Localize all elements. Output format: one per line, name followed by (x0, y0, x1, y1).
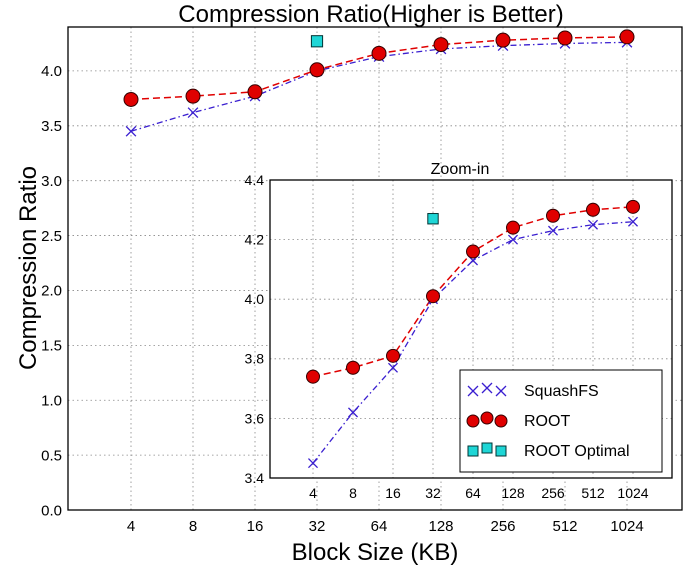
squashfs-marker (627, 216, 639, 227)
inset-title: Zoom-in (431, 161, 490, 178)
inset-x-tick-label: 8 (349, 485, 357, 501)
root-marker (619, 29, 635, 45)
legend-root-optimal-marker (495, 445, 507, 457)
legend-label: SquashFS (524, 383, 599, 400)
main-y-tick-label: 3.0 (41, 173, 62, 190)
main-y-tick-label: 0.0 (41, 502, 62, 519)
inset-x-tick-label: 16 (385, 485, 401, 501)
legend-root-marker (480, 411, 494, 425)
main-y-tick-label: 0.5 (41, 447, 62, 464)
inset-x-tick-label: 1024 (617, 485, 648, 501)
main-axes-frame (67, 26, 683, 511)
root-marker (546, 208, 560, 223)
main-x-tick-label: 4 (127, 518, 135, 535)
inset-x-tick-label: 4 (309, 485, 317, 501)
legend-root-marker (466, 414, 480, 428)
root-marker (386, 348, 400, 363)
main-x-tick-label: 1024 (610, 518, 643, 535)
inset-y-tick-label: 4.0 (245, 291, 265, 307)
squashfs-marker (547, 225, 559, 236)
inset-x-tick-label: 128 (501, 485, 525, 501)
inset-y-tick-label: 4.2 (245, 232, 265, 248)
main-x-tick-label: 256 (490, 518, 515, 535)
inset-y-tick-label: 3.6 (245, 410, 265, 426)
inset-y-tick-label: 4.4 (245, 172, 265, 188)
main-x-tick-label: 512 (552, 518, 577, 535)
main-y-tick-label: 4.0 (41, 63, 62, 80)
legend-label: ROOT Optimal (524, 443, 630, 460)
inset-axes-frame (269, 179, 673, 479)
legend-squashfs-marker (495, 385, 507, 397)
legend-root-marker (494, 414, 508, 428)
root-marker (557, 30, 573, 46)
root-marker (247, 84, 263, 100)
inset-x-tick-label: 512 (581, 485, 605, 501)
squashfs-marker (387, 362, 399, 373)
x-axis-label: Block Size (KB) (292, 539, 459, 566)
root-marker (586, 202, 600, 217)
inset-x-tick-label: 64 (465, 485, 481, 501)
root-marker (466, 244, 480, 259)
root-optimal-marker (310, 35, 324, 48)
root-marker (626, 199, 640, 214)
main-y-tick-label: 2.0 (41, 283, 62, 300)
legend-squashfs-marker (481, 382, 493, 394)
main-x-tick-label: 64 (371, 518, 388, 535)
y-axis-label: Compression Ratio (15, 166, 42, 370)
root-optimal-marker (427, 213, 439, 225)
main-y-tick-label: 1.5 (41, 338, 62, 355)
root-marker (433, 37, 449, 53)
inset-y-tick-label: 3.4 (245, 470, 265, 486)
squashfs-marker (125, 125, 137, 137)
root-marker (506, 220, 520, 235)
squashfs-marker (307, 458, 319, 469)
squashfs-marker (187, 107, 199, 118)
root-marker (306, 369, 320, 384)
root-marker (123, 91, 139, 107)
squashfs-marker (587, 219, 599, 230)
root-marker (309, 62, 325, 78)
squashfs-marker (347, 407, 359, 418)
main-x-tick-label: 128 (428, 518, 453, 535)
root-marker (495, 32, 511, 48)
chart-title: Compression Ratio(Higher is Better) (178, 1, 563, 28)
root-marker (426, 289, 440, 304)
main-x-tick-label: 32 (309, 518, 326, 535)
inset-x-tick-label: 32 (425, 485, 441, 501)
root-marker (371, 45, 387, 61)
root-marker (346, 360, 360, 375)
main-x-tick-label: 16 (247, 518, 264, 535)
main-y-tick-label: 3.5 (41, 118, 62, 135)
legend-label: ROOT (524, 413, 570, 430)
main-y-tick-label: 2.5 (41, 228, 62, 245)
squashfs-marker (507, 234, 519, 245)
legend-root-optimal-marker (481, 442, 493, 454)
main-y-tick-label: 1.0 (41, 392, 62, 409)
inset-x-tick-label: 256 (541, 485, 565, 501)
root-marker (185, 88, 201, 104)
legend-squashfs-marker (467, 385, 479, 397)
main-x-tick-label: 8 (189, 518, 197, 535)
legend-root-optimal-marker (467, 445, 479, 457)
legend-box (459, 369, 663, 473)
inset-y-tick-label: 3.8 (245, 351, 265, 367)
